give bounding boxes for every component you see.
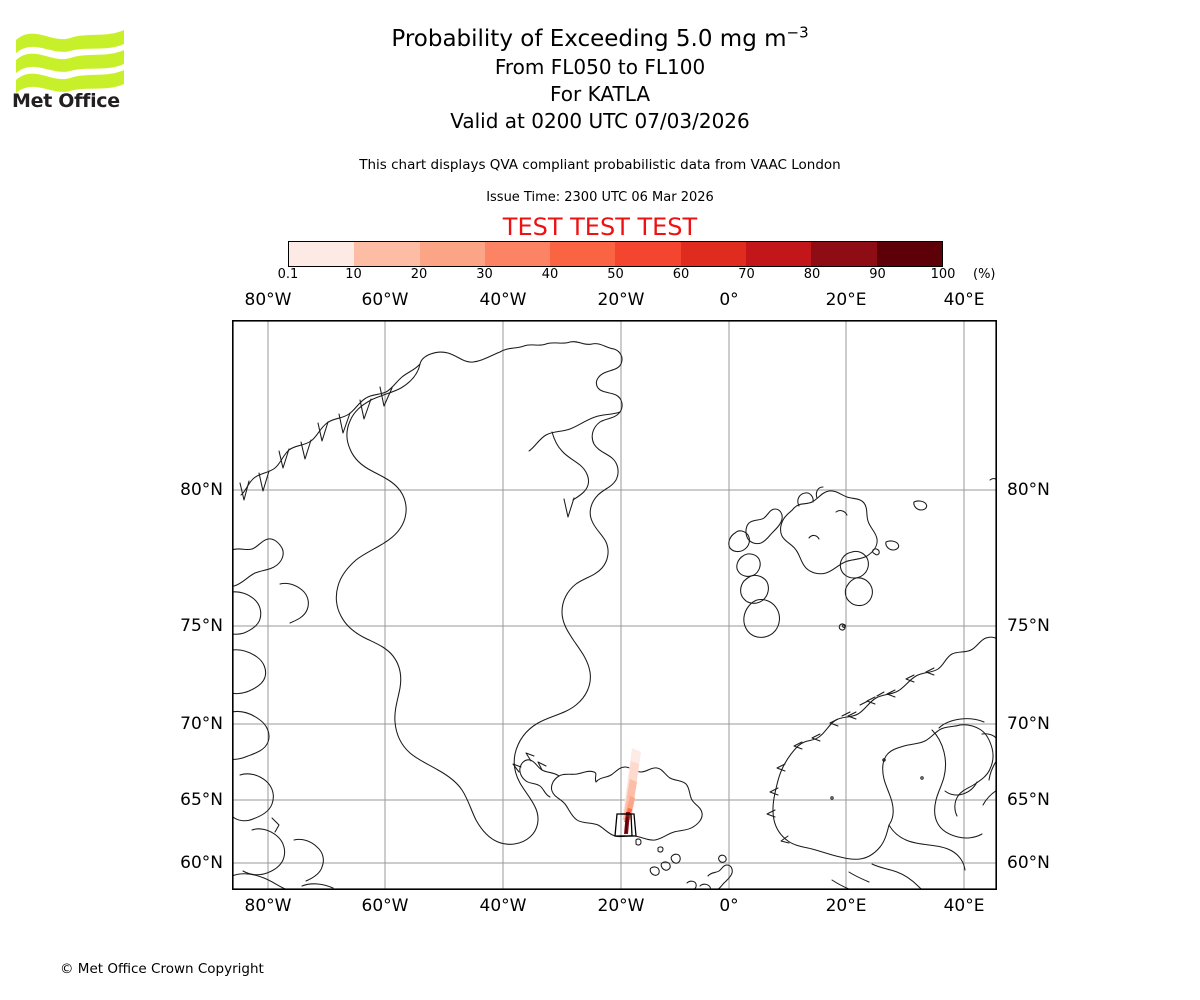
coastline-bothnia-east: [931, 729, 983, 839]
lon-label-bottom-20°W: 20°W: [597, 896, 645, 916]
qva-compliance-note: This chart displays QVA compliant probab…: [359, 157, 841, 173]
coastline-baltic-bottom: [871, 863, 924, 890]
page-title: Probability of Exceeding 5.0 mg m−3: [0, 24, 1200, 54]
coastline-kola: [938, 718, 985, 729]
title-line1-text: Probability of Exceeding 5.0 mg m: [391, 26, 787, 52]
coastline-greenland: [335, 341, 623, 845]
colorbar-unit-label: (%): [973, 267, 996, 282]
lat-label-right-60°N: 60°N: [1007, 853, 1050, 873]
map-svg: [232, 320, 997, 890]
coastline-greenland-ne-inlet: [551, 431, 590, 501]
colorbar-swatch-9: [876, 242, 942, 266]
colorbar-tick-labels: 0.1 10 20 30 40 50 60 70 80 90 100: [0, 267, 1200, 287]
lat-label-right-65°N: 65°N: [1007, 790, 1050, 810]
coastline-baltic-south: [888, 824, 966, 871]
coastline-small-arctic-islands: [838, 478, 997, 631]
lon-label-top-40°E: 40°E: [943, 290, 985, 310]
colorbar-tick-80: 80: [803, 267, 821, 282]
lat-label-left-75°N: 75°N: [180, 616, 223, 636]
colorbar-tick-60: 60: [672, 267, 690, 282]
title-line1-exponent: −3: [786, 23, 809, 42]
colorbar-swatch-4: [550, 242, 616, 266]
copyright-notice: © Met Office Crown Copyright: [60, 961, 264, 977]
coastline-scotland-shetland: [686, 854, 733, 890]
coastline-island-dots: [830, 624, 924, 800]
coastline-greenland-ne: [528, 411, 621, 452]
lat-label-left-80°N: 80°N: [180, 480, 223, 500]
map-frame-border: [232, 320, 997, 890]
lat-label-left-65°N: 65°N: [180, 790, 223, 810]
coastline-norway-south: [772, 745, 890, 860]
lat-label-right-75°N: 75°N: [1007, 616, 1050, 636]
coastline-baffin: [232, 873, 289, 890]
plume-contour-inner: [619, 813, 633, 837]
colorbar-tick-30: 30: [476, 267, 493, 282]
colorbar-tick-0.1: 0.1: [277, 267, 299, 282]
colorbar-swatch-2: [419, 242, 485, 266]
test-banner: TEST TEST TEST: [502, 213, 698, 241]
ash-plume-field: [614, 748, 641, 837]
colorbar-swatch-1: [354, 242, 420, 266]
title-flight-levels: From FL050 to FL100: [494, 55, 706, 79]
probability-colorbar: [288, 241, 943, 267]
lat-label-right-70°N: 70°N: [1007, 714, 1050, 734]
map-plot-area[interactable]: [232, 320, 997, 890]
coastline-iceland: [550, 766, 703, 841]
plume-source-core-inner: [625, 817, 628, 833]
coastline-finnmark: [985, 636, 997, 641]
lon-label-bottom-20°E: 20°E: [825, 896, 867, 916]
coastline-canadian-arctic: [232, 538, 324, 882]
coastline-white-sea: [954, 724, 994, 817]
colorbar-tick-40: 40: [541, 267, 559, 282]
met-office-wordmark: Met Office: [12, 90, 120, 112]
chart-title-block: Probability of Exceeding 5.0 mg m−3 From…: [0, 24, 1200, 135]
lat-label-right-80°N: 80°N: [1007, 480, 1050, 500]
lon-label-bottom-40°E: 40°E: [943, 896, 985, 916]
title-volcano: For KATLA: [550, 82, 650, 106]
lat-label-left-60°N: 60°N: [180, 853, 223, 873]
lon-label-top-20°W: 20°W: [597, 290, 645, 310]
coastline-greenland-fjord-spurs: [239, 386, 393, 501]
colorbar-swatch-5: [615, 242, 681, 266]
met-office-logo: [12, 20, 132, 115]
lon-label-bottom-40°W: 40°W: [479, 896, 527, 916]
coastlines: [232, 341, 997, 890]
colorbar-tick-20: 20: [410, 267, 428, 282]
coastline-svalbard: [728, 486, 878, 638]
lon-label-bottom-60°W: 60°W: [361, 896, 409, 916]
coastline-lofoten: [841, 691, 885, 717]
lon-label-bottom-80°W: 80°W: [244, 896, 292, 916]
lon-label-bottom-0°: 0°: [719, 896, 739, 916]
colorbar-swatch-0: [289, 242, 355, 266]
coastline-norway: [797, 637, 987, 747]
colorbar-tick-100: 100: [930, 267, 956, 282]
colorbar-swatches: [288, 241, 943, 267]
colorbar-swatch-6: [680, 242, 747, 266]
colorbar-tick-50: 50: [607, 267, 624, 282]
lon-label-top-80°W: 80°W: [244, 290, 292, 310]
coastline-norway-fjords: [766, 667, 935, 844]
title-valid-time: Valid at 0200 UTC 07/03/2026: [450, 109, 750, 133]
colorbar-swatch-7: [746, 242, 812, 266]
colorbar-tick-90: 90: [869, 267, 886, 282]
issue-time-label: Issue Time: 2300 UTC 06 Mar 2026: [486, 190, 714, 205]
lon-label-top-0°: 0°: [719, 290, 739, 310]
lon-label-top-60°W: 60°W: [361, 290, 409, 310]
colorbar-swatch-8: [811, 242, 877, 266]
graticule-gridlines: [232, 320, 997, 890]
lon-label-top-40°W: 40°W: [479, 290, 527, 310]
coastline-sweden-finland: [882, 724, 961, 826]
lon-label-top-20°E: 20°E: [825, 290, 867, 310]
colorbar-tick-70: 70: [738, 267, 755, 282]
colorbar-tick-10: 10: [345, 267, 362, 282]
colorbar-swatch-3: [484, 242, 551, 266]
coastline-faroe-islands: [635, 838, 681, 876]
lat-label-left-70°N: 70°N: [180, 714, 223, 734]
